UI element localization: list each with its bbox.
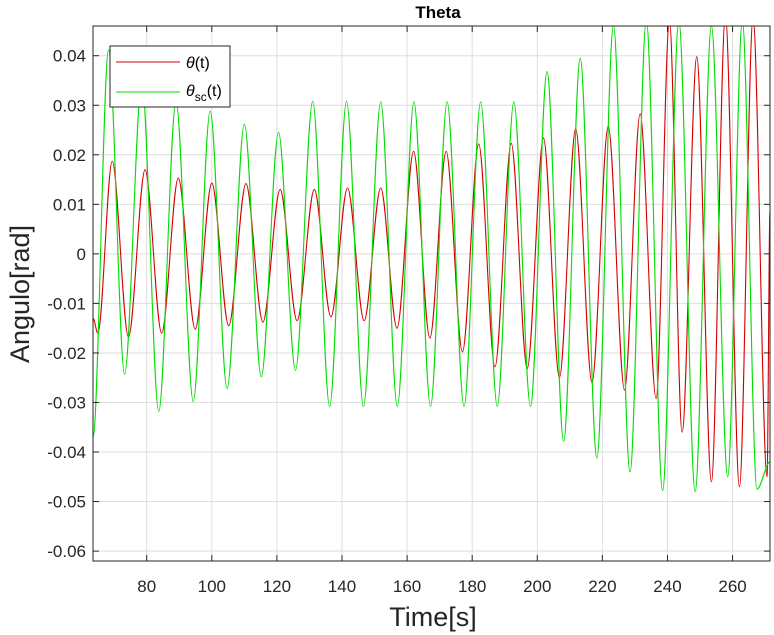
y-tick-label: -0.02 <box>47 344 86 363</box>
tick-marks <box>93 26 770 561</box>
x-tick-label: 180 <box>458 577 486 596</box>
legend-theta-symbol: θ <box>186 55 195 72</box>
legend-theta-sc-symbol: θ <box>186 83 195 100</box>
y-tick-labels: -0.06 -0.05 -0.04 -0.03 -0.02 -0.01 0 0.01 0.02 0… <box>47 47 86 561</box>
plot-frame <box>92 25 771 562</box>
series-line-theta-sc <box>93 26 770 493</box>
x-tick-label: 80 <box>137 577 156 596</box>
x-tick-label: 200 <box>523 577 551 596</box>
y-tick-label: -0.03 <box>47 393 86 412</box>
y-tick-label: -0.04 <box>47 443 86 462</box>
legend-box <box>109 45 231 108</box>
y-tick-label: 0.04 <box>53 47 86 66</box>
x-tick-labels: 80 100 120 140 160 180 200 220 240 260 <box>137 577 747 596</box>
x-tick-label: 220 <box>588 577 616 596</box>
legend: θ(t) θsc(t) <box>109 45 231 108</box>
y-tick-label: 0.01 <box>53 195 86 214</box>
x-tick-label: 100 <box>198 577 226 596</box>
x-tick-label: 260 <box>718 577 746 596</box>
legend-label-theta: θ(t) <box>186 55 210 72</box>
y-axis-label: Angulo[rad] <box>5 225 35 363</box>
y-tick-label: 0.02 <box>53 146 86 165</box>
grid-lines <box>93 26 770 561</box>
legend-label-theta-sc: θsc(t) <box>186 83 222 104</box>
y-tick-label: 0 <box>77 245 86 264</box>
legend-theta-sc-suffix: (t) <box>207 83 222 100</box>
chart-title: Theta <box>415 3 461 22</box>
y-tick-label: 0.03 <box>53 96 86 115</box>
x-tick-label: 120 <box>263 577 291 596</box>
series-line-theta <box>93 26 770 488</box>
legend-theta-suffix: (t) <box>195 55 210 72</box>
x-axis-label: Time[s] <box>389 602 477 632</box>
y-tick-label: -0.05 <box>47 493 86 512</box>
series-layer <box>93 26 770 493</box>
y-tick-label: -0.06 <box>47 542 86 561</box>
y-tick-label: -0.01 <box>47 294 86 313</box>
x-tick-label: 240 <box>653 577 681 596</box>
x-tick-label: 160 <box>393 577 421 596</box>
legend-theta-sc-subscript: sc <box>195 90 207 104</box>
x-tick-label: 140 <box>328 577 356 596</box>
